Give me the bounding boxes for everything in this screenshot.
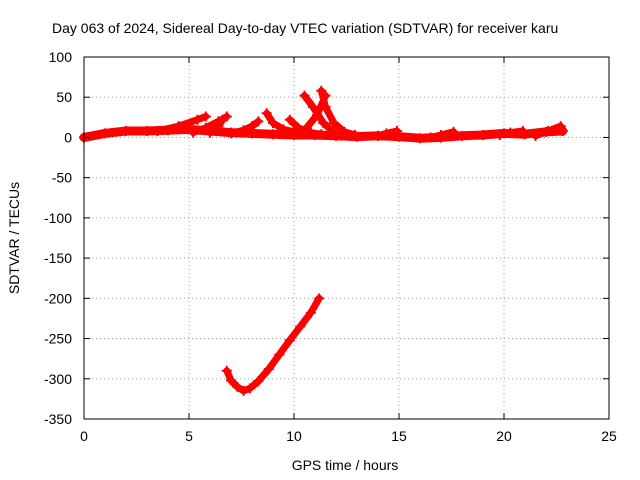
data-point-marker	[284, 114, 295, 125]
data-point-marker	[217, 114, 228, 125]
data-point-marker	[226, 375, 236, 386]
data-point-marker	[316, 129, 327, 140]
y-tick-label: -350	[44, 411, 72, 427]
data-point-marker	[268, 117, 278, 128]
y-tick-label: -200	[44, 290, 72, 306]
data-point-marker	[100, 128, 110, 139]
y-tick-label: -50	[52, 170, 72, 186]
data-point-marker	[232, 381, 243, 392]
data-point-marker	[173, 121, 184, 132]
y-axis-label: SDTVAR / TECUs	[6, 182, 22, 294]
data-point-marker	[121, 126, 131, 137]
data-point-marker	[142, 126, 152, 137]
data-point-marker	[238, 385, 249, 396]
series-arc-10.2	[294, 92, 329, 138]
data-point-marker	[316, 85, 327, 96]
data-point-marker	[253, 116, 264, 127]
y-tick-label: 50	[56, 89, 72, 105]
series-arc-3.5	[154, 113, 210, 135]
data-point-marker	[425, 132, 436, 143]
series-deep-dip	[223, 294, 323, 395]
y-tick-label: -100	[44, 210, 72, 226]
data-point-marker	[305, 307, 316, 318]
plot-frame	[83, 56, 610, 420]
data-point-marker	[238, 125, 249, 136]
data-point-marker	[188, 127, 199, 138]
series-layer	[79, 85, 568, 396]
data-point-marker	[415, 133, 425, 144]
data-point-marker	[192, 114, 203, 125]
data-point-marker	[339, 126, 350, 137]
data-point-marker	[244, 383, 255, 394]
data-point-marker	[331, 129, 341, 140]
data-point-marker	[226, 128, 236, 139]
data-point-marker	[543, 126, 554, 137]
y-tick-label: -150	[44, 250, 72, 266]
data-point-marker	[205, 127, 215, 138]
data-point-marker	[221, 365, 232, 376]
data-point-marker	[293, 129, 304, 140]
data-point-marker	[517, 126, 528, 137]
data-point-marker	[263, 364, 274, 375]
data-point-marker	[505, 127, 516, 138]
data-point-marker	[299, 90, 310, 101]
x-tick-label: 10	[286, 428, 302, 444]
data-point-marker	[391, 126, 402, 137]
x-tick-label: 15	[391, 428, 407, 444]
data-point-marker	[448, 126, 459, 137]
data-point-marker	[274, 349, 285, 360]
y-tick-label: -250	[44, 331, 72, 347]
series-arc-7.0	[227, 117, 262, 137]
x-axis-label: GPS time / hours	[292, 457, 399, 473]
data-point-marker	[295, 321, 306, 332]
data-point-marker	[318, 117, 329, 128]
data-point-marker	[530, 130, 541, 141]
data-point-marker	[268, 129, 278, 140]
data-point-marker	[307, 101, 318, 112]
data-point-marker	[200, 111, 211, 122]
data-point-marker	[349, 130, 360, 141]
y-tick-label: -300	[44, 371, 72, 387]
data-point-marker	[555, 121, 566, 132]
data-point-marker	[478, 130, 488, 141]
x-tick-label: 5	[185, 428, 193, 444]
data-point-marker	[320, 101, 331, 112]
chart-title: Day 063 of 2024, Sidereal Day-to-day VTE…	[52, 20, 558, 36]
data-point-marker	[494, 130, 505, 141]
data-point-marker	[253, 376, 264, 387]
data-point-marker	[261, 108, 272, 119]
data-point-marker	[247, 121, 257, 132]
data-point-marker	[314, 293, 325, 304]
y-tick-label: 100	[49, 49, 73, 65]
data-point-marker	[381, 128, 392, 139]
data-point-marker	[457, 130, 467, 141]
data-point-marker	[284, 335, 295, 346]
data-point-marker	[213, 121, 224, 132]
axes-ticks: 0 5 10 15 20 25 -350 -300 -250 -200 -150 -100 -50 0 50…	[44, 49, 617, 444]
y-tick-label: 0	[64, 129, 72, 145]
data-point-marker	[328, 117, 339, 128]
data-point-marker	[373, 130, 383, 141]
data-point-marker	[278, 124, 289, 135]
data-point-marker	[152, 126, 163, 137]
x-tick-label: 25	[601, 428, 617, 444]
x-tick-label: 0	[80, 428, 88, 444]
grid	[84, 57, 609, 419]
data-point-marker	[301, 122, 312, 133]
series-arc-10.5	[301, 92, 340, 138]
x-tick-label: 20	[496, 428, 512, 444]
data-point-marker	[436, 130, 446, 141]
